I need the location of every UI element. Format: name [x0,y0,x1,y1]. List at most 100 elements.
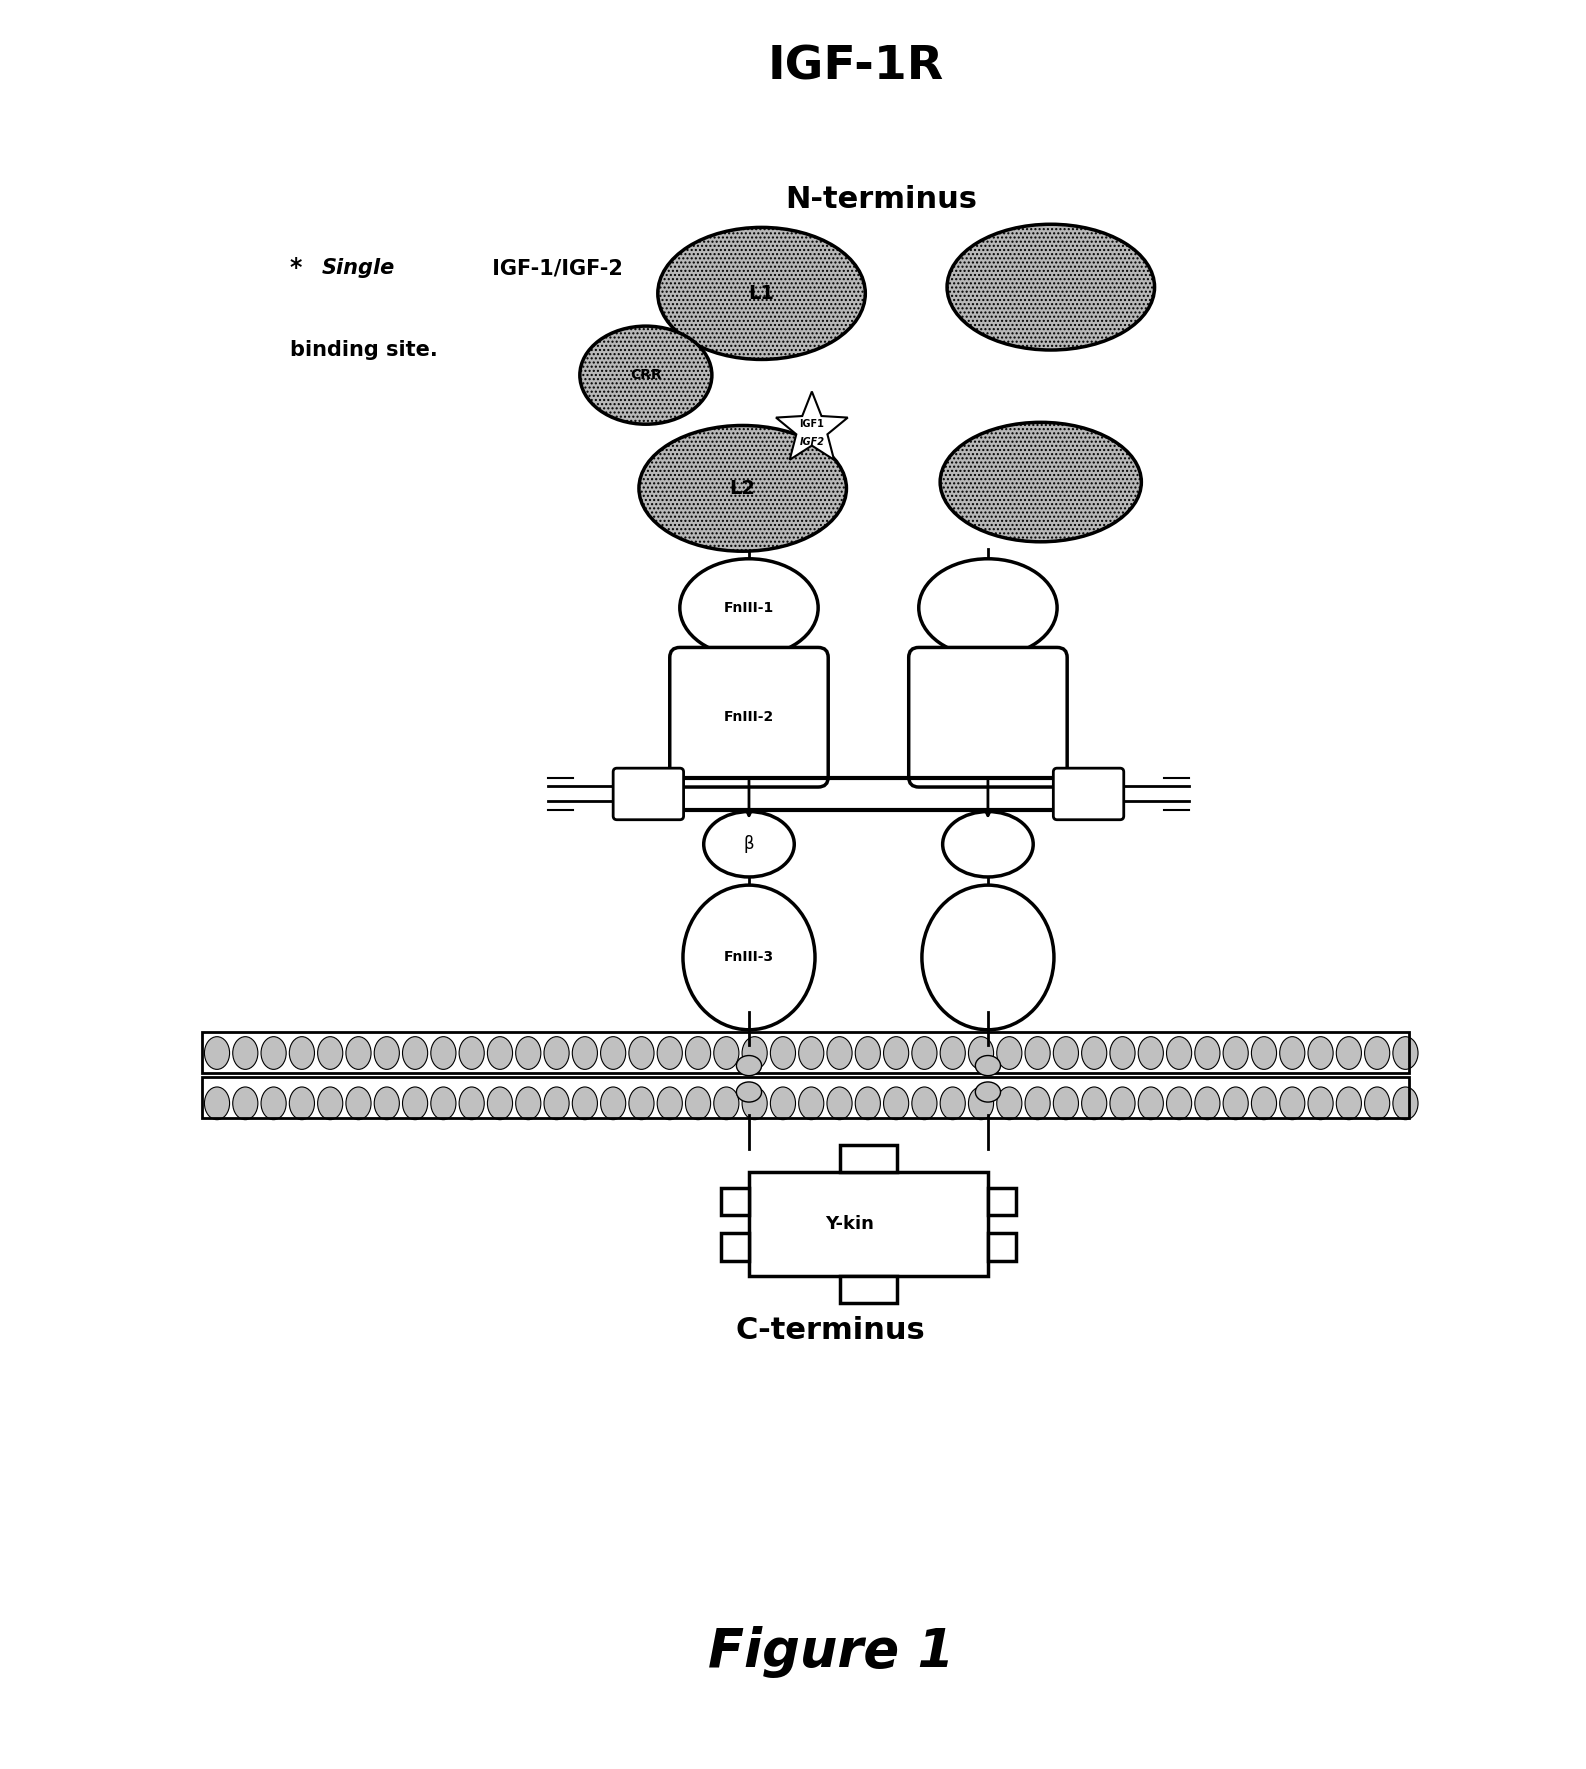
Ellipse shape [1082,1086,1107,1120]
FancyBboxPatch shape [669,647,828,787]
Ellipse shape [771,1037,796,1070]
Bar [201,1031,1410,1074]
Ellipse shape [1053,1037,1078,1070]
Text: FnIII-3: FnIII-3 [723,950,774,964]
Ellipse shape [262,1086,285,1120]
Ellipse shape [1167,1037,1191,1070]
Ellipse shape [1308,1037,1334,1070]
Ellipse shape [515,1086,541,1120]
Ellipse shape [403,1037,428,1070]
Ellipse shape [262,1037,285,1070]
Ellipse shape [855,1086,880,1120]
Bar [839,1275,898,1304]
Bar [988,1233,1015,1261]
Ellipse shape [657,1037,682,1070]
Ellipse shape [431,1086,455,1120]
Ellipse shape [947,225,1155,350]
Ellipse shape [736,1083,761,1102]
Ellipse shape [912,1086,937,1120]
Ellipse shape [1223,1037,1248,1070]
Ellipse shape [639,426,847,552]
Ellipse shape [374,1086,400,1120]
Ellipse shape [1110,1037,1136,1070]
Bar [749,1173,988,1275]
Ellipse shape [601,1086,626,1120]
Ellipse shape [742,1037,768,1070]
Ellipse shape [704,812,795,877]
Ellipse shape [799,1037,823,1070]
Polygon shape [776,391,849,460]
Ellipse shape [630,1086,653,1120]
Ellipse shape [921,884,1055,1030]
Ellipse shape [487,1086,512,1120]
Text: β: β [744,835,755,853]
Ellipse shape [289,1086,314,1120]
Ellipse shape [714,1037,739,1070]
Ellipse shape [714,1086,739,1120]
Ellipse shape [771,1086,796,1120]
Ellipse shape [544,1037,569,1070]
Text: IGF1: IGF1 [799,419,825,430]
Ellipse shape [1139,1086,1164,1120]
Ellipse shape [346,1037,371,1070]
Text: IGF-1/IGF-2: IGF-1/IGF-2 [485,258,623,278]
Ellipse shape [942,812,1032,877]
Ellipse shape [996,1086,1021,1120]
Ellipse shape [1025,1086,1050,1120]
Ellipse shape [458,1086,484,1120]
Ellipse shape [1251,1086,1277,1120]
Ellipse shape [1167,1086,1191,1120]
Ellipse shape [233,1086,259,1120]
Ellipse shape [969,1086,993,1120]
Bar [839,1145,898,1173]
Ellipse shape [374,1037,400,1070]
Ellipse shape [1393,1086,1418,1120]
Ellipse shape [1053,1086,1078,1120]
Text: L2: L2 [730,479,755,497]
Ellipse shape [1251,1037,1277,1070]
Ellipse shape [1308,1086,1334,1120]
Ellipse shape [601,1037,626,1070]
Ellipse shape [630,1037,653,1070]
Text: IGF-1R: IGF-1R [768,44,944,90]
Ellipse shape [403,1086,428,1120]
Ellipse shape [912,1037,937,1070]
Bar [722,1187,749,1215]
Text: *: * [290,257,303,280]
Ellipse shape [975,1083,1001,1102]
Ellipse shape [826,1037,852,1070]
Text: binding site.: binding site. [290,340,438,361]
Ellipse shape [1337,1086,1361,1120]
Ellipse shape [1223,1086,1248,1120]
Text: Figure 1: Figure 1 [707,1626,953,1677]
Ellipse shape [205,1037,230,1070]
Ellipse shape [487,1037,512,1070]
Ellipse shape [799,1086,823,1120]
Ellipse shape [1364,1037,1389,1070]
Ellipse shape [658,228,866,359]
Ellipse shape [684,884,815,1030]
Ellipse shape [1110,1086,1136,1120]
Text: Y-kin: Y-kin [825,1215,874,1233]
Ellipse shape [996,1037,1021,1070]
Ellipse shape [940,1037,966,1070]
Ellipse shape [685,1086,711,1120]
Ellipse shape [883,1037,909,1070]
Ellipse shape [1337,1037,1361,1070]
Ellipse shape [580,325,712,425]
Ellipse shape [346,1086,371,1120]
Bar [988,1187,1015,1215]
Text: N-terminus: N-terminus [785,184,977,214]
Ellipse shape [1280,1086,1305,1120]
Bar [722,1233,749,1261]
Ellipse shape [975,1056,1001,1076]
Ellipse shape [1139,1037,1164,1070]
Ellipse shape [458,1037,484,1070]
Ellipse shape [515,1037,541,1070]
Ellipse shape [573,1037,598,1070]
Text: IGF2: IGF2 [799,437,825,448]
Ellipse shape [1194,1086,1220,1120]
Ellipse shape [680,559,818,656]
Ellipse shape [205,1086,230,1120]
Ellipse shape [317,1086,343,1120]
